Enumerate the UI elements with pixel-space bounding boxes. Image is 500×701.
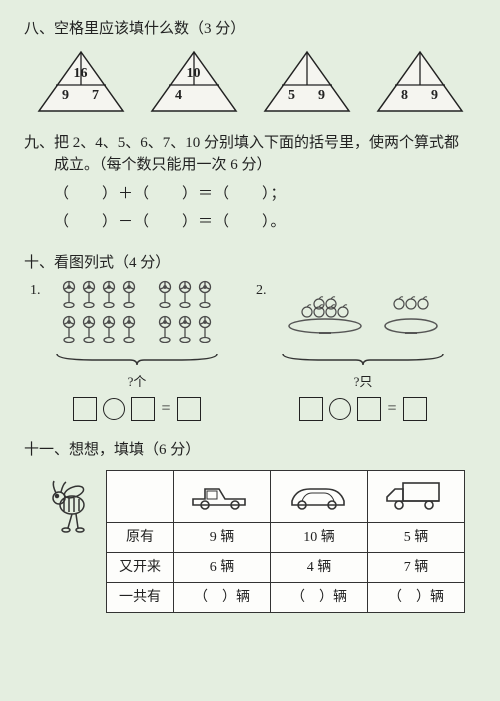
truck-cell-3 — [368, 470, 465, 522]
blank-box — [357, 397, 381, 421]
q8-heading: 八、空格里应该填什么数（3 分） — [24, 18, 476, 41]
row-label: 原有 — [107, 522, 174, 552]
blank-box — [403, 397, 427, 421]
q10-row: 1. ?个 = — [24, 280, 476, 421]
equals-sign: = — [161, 397, 170, 421]
cell: （ ）辆 — [174, 582, 271, 612]
car-icon — [284, 475, 354, 511]
triangle-figure: 8 9 — [375, 49, 465, 114]
pickup-icon — [187, 475, 257, 511]
q10-heading: 十、看图列式（4 分） — [24, 252, 476, 275]
q9-heading-line2: 成立。（每个数只能用一次 6 分） — [54, 154, 476, 177]
blank-box — [299, 397, 323, 421]
cell: 4 辆 — [271, 552, 368, 582]
equals-sign: = — [387, 397, 396, 421]
q10-sub2: 2. — [256, 280, 267, 301]
row-label: 一共有 — [107, 582, 174, 612]
brace-icon — [52, 352, 222, 366]
q10-caption-2: ?只 — [250, 372, 476, 392]
q10-col-2: 2. — [250, 280, 476, 421]
q9-equation-2: （ ）－（ ）＝（ ）。 — [54, 211, 476, 234]
question-10: 十、看图列式（4 分） 1. ?个 — [24, 252, 476, 422]
triangle-figure: 5 9 — [262, 49, 352, 114]
q10-sub1: 1. — [30, 280, 41, 301]
question-8: 八、空格里应该填什么数（3 分） 16 9 7 10 4 5 9 8 9 — [24, 18, 476, 114]
q10-eq-1: = — [24, 397, 250, 421]
brace-icon — [278, 352, 448, 366]
cell: （ ）辆 — [271, 582, 368, 612]
triangle-figure: 16 9 7 — [36, 49, 126, 114]
table-row: 一共有 （ ）辆 （ ）辆 （ ）辆 — [107, 582, 465, 612]
question-11: 十一、想想，填填（6 分） — [24, 439, 476, 613]
blank-circle — [329, 398, 351, 420]
cell: 9 辆 — [174, 522, 271, 552]
q11-table: 原有 9 辆 10 辆 5 辆 又开来 6 辆 4 辆 7 辆 一共有 （ ）辆… — [106, 470, 465, 613]
row-label: 又开来 — [107, 552, 174, 582]
q9-heading-line1: 九、把 2、4、5、6、7、10 分别填入下面的括号里，使两个算式都 — [24, 132, 476, 155]
blank-circle — [103, 398, 125, 420]
cell: 7 辆 — [368, 552, 465, 582]
q10-fans — [24, 280, 250, 350]
truck-cell-1 — [174, 470, 271, 522]
bee-icon — [44, 470, 94, 540]
question-9: 九、把 2、4、5、6、7、10 分别填入下面的括号里，使两个算式都 成立。（每… — [24, 132, 476, 234]
table-row — [107, 470, 465, 522]
truck-cell-2 — [271, 470, 368, 522]
q10-apples — [250, 280, 476, 350]
table-row: 原有 9 辆 10 辆 5 辆 — [107, 522, 465, 552]
blank-box — [131, 397, 155, 421]
cell: （ ）辆 — [368, 582, 465, 612]
cell: 6 辆 — [174, 552, 271, 582]
q8-triangle-row: 16 9 7 10 4 5 9 8 9 — [24, 49, 476, 114]
boxtruck-icon — [381, 475, 451, 511]
triangle-figure: 10 4 — [149, 49, 239, 114]
corner-cell — [107, 470, 174, 522]
table-row: 又开来 6 辆 4 辆 7 辆 — [107, 552, 465, 582]
cell: 5 辆 — [368, 522, 465, 552]
blank-box — [177, 397, 201, 421]
q10-eq-2: = — [250, 397, 476, 421]
blank-box — [73, 397, 97, 421]
cell: 10 辆 — [271, 522, 368, 552]
q10-caption-1: ?个 — [24, 372, 250, 392]
q10-col-1: 1. ?个 = — [24, 280, 250, 421]
q9-equation-1: （ ）＋（ ）＝（ ）； — [54, 183, 476, 206]
q11-heading: 十一、想想，填填（6 分） — [24, 439, 476, 462]
